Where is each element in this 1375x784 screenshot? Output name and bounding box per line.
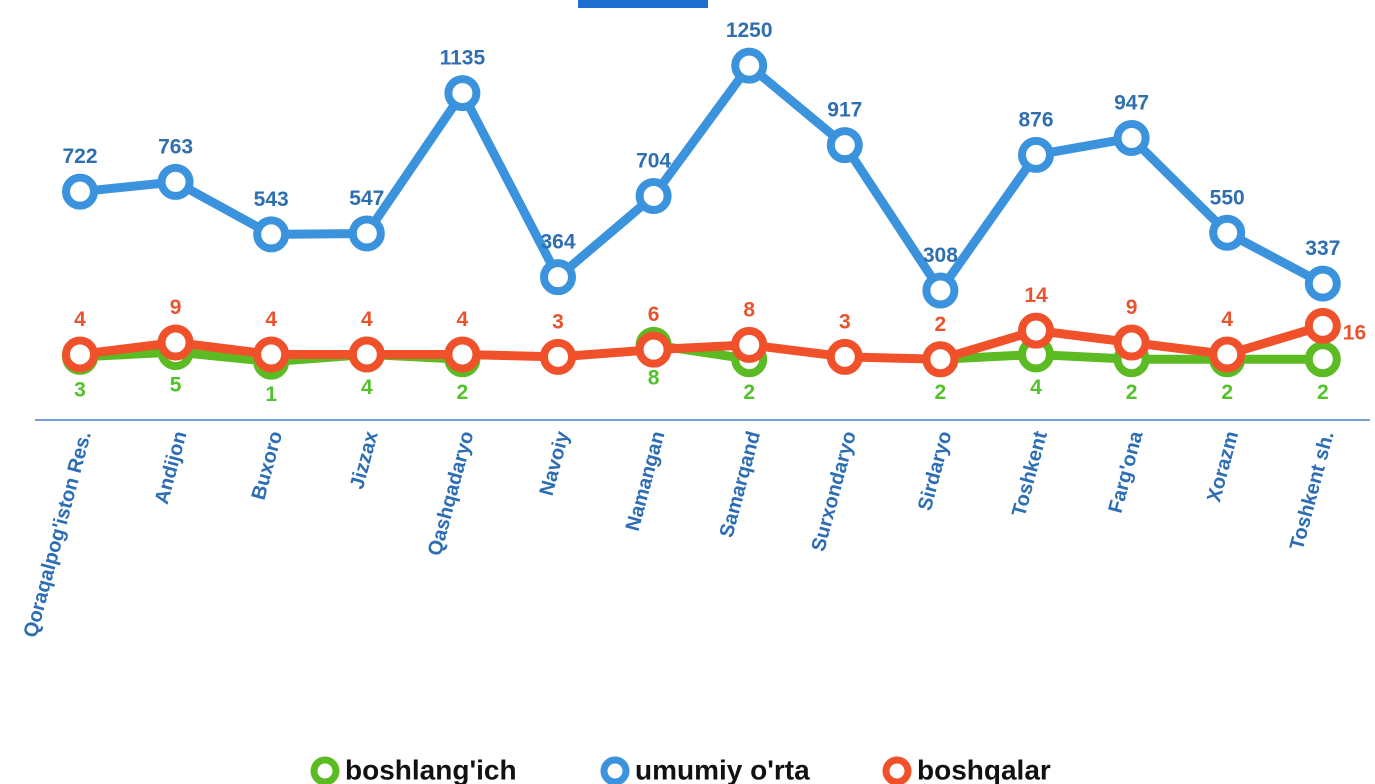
point-marker	[731, 326, 768, 363]
x-tick-label: Farg'ona	[1105, 428, 1148, 515]
data-label: 4	[457, 308, 469, 331]
data-label: 1250	[726, 19, 773, 42]
data-label: 8	[648, 366, 660, 389]
data-label: 3	[839, 310, 851, 333]
point-marker	[1018, 312, 1054, 349]
data-label: 763	[158, 135, 193, 158]
data-label: 550	[1210, 186, 1245, 209]
data-label: 2	[743, 381, 755, 404]
data-label: 9	[1126, 296, 1138, 319]
point-marker	[1113, 324, 1150, 361]
x-tick-label: Jizzax	[346, 429, 383, 492]
x-tick-label: Toshkent	[1008, 429, 1052, 519]
data-label: 3	[74, 378, 86, 401]
point-marker	[922, 341, 959, 378]
data-label: 5	[170, 374, 182, 397]
legend-marker	[310, 756, 340, 784]
point-marker	[157, 324, 194, 361]
data-label: 917	[827, 99, 862, 122]
point-marker	[1113, 119, 1150, 156]
data-label: 308	[923, 244, 958, 267]
data-label: 3	[552, 310, 564, 333]
data-label: 8	[743, 298, 755, 321]
data-label: 364	[540, 231, 575, 254]
point-marker	[731, 47, 768, 84]
point-marker	[540, 338, 576, 375]
point-marker	[1304, 307, 1341, 344]
point-marker	[157, 163, 194, 200]
legend-label: boshqalar	[917, 754, 1051, 784]
point-marker	[444, 75, 481, 112]
x-tick-label: Navoiy	[536, 428, 574, 498]
legend-marker	[600, 756, 630, 784]
data-label: 4	[1221, 308, 1233, 331]
point-marker	[922, 272, 959, 309]
data-label: 947	[1114, 92, 1149, 115]
data-label: 4	[361, 308, 373, 331]
data-label: 4	[265, 308, 277, 331]
x-tick-label: Qoraqalpog'iston Res.	[20, 429, 96, 640]
data-label: 16	[1343, 321, 1366, 344]
point-marker	[826, 127, 863, 164]
legend-marker	[882, 756, 912, 784]
point-marker	[62, 336, 98, 373]
x-tick-label: Xorazm	[1203, 429, 1243, 504]
legend-label: umumiy o'rta	[635, 754, 810, 784]
point-marker	[348, 215, 385, 252]
point-marker	[1209, 214, 1246, 251]
data-label: 722	[62, 145, 97, 168]
x-tick-label: Surxondaryo	[808, 429, 861, 554]
data-label: 4	[1030, 376, 1042, 399]
point-marker	[1304, 341, 1341, 378]
data-label: 2	[935, 313, 947, 336]
point-marker	[444, 336, 481, 373]
data-label: 1135	[440, 47, 486, 70]
data-label: 4	[74, 308, 86, 331]
point-marker	[1018, 136, 1054, 173]
x-tick-label: Qashqadaryo	[424, 429, 478, 558]
x-tick-label: Samarqand	[716, 429, 765, 540]
x-tick-label: Namangan	[622, 429, 670, 533]
point-marker	[1209, 336, 1246, 373]
legend-label: boshlang'ich	[345, 754, 517, 784]
data-label: 6	[648, 303, 660, 326]
point-marker	[62, 173, 98, 210]
x-tick-label: Sirdaryo	[914, 429, 956, 513]
data-label: 543	[254, 188, 289, 211]
top-bar	[578, 0, 708, 8]
data-label: 2	[935, 381, 947, 404]
point-marker	[826, 338, 863, 375]
data-label: 2	[457, 381, 469, 404]
data-label: 337	[1305, 237, 1340, 260]
x-tick-label: Andijon	[151, 429, 192, 507]
point-marker	[253, 216, 290, 253]
data-label: 876	[1018, 108, 1053, 131]
x-tick-label: Toshkent sh.	[1286, 429, 1339, 552]
data-label: 2	[1317, 381, 1329, 404]
data-label: 704	[636, 150, 671, 173]
data-label: 1	[265, 383, 277, 406]
data-label: 2	[1126, 381, 1138, 404]
point-marker	[635, 177, 672, 214]
point-marker	[635, 331, 672, 368]
point-marker	[1304, 265, 1341, 302]
point-marker	[540, 259, 576, 296]
data-label: 4	[361, 376, 373, 399]
data-label: 9	[170, 296, 182, 319]
point-marker	[348, 336, 385, 373]
data-label: 2	[1221, 381, 1233, 404]
data-label: 547	[349, 187, 384, 210]
x-tick-label: Buxoro	[248, 429, 287, 502]
data-label: 14	[1024, 284, 1048, 307]
point-marker	[253, 336, 290, 373]
